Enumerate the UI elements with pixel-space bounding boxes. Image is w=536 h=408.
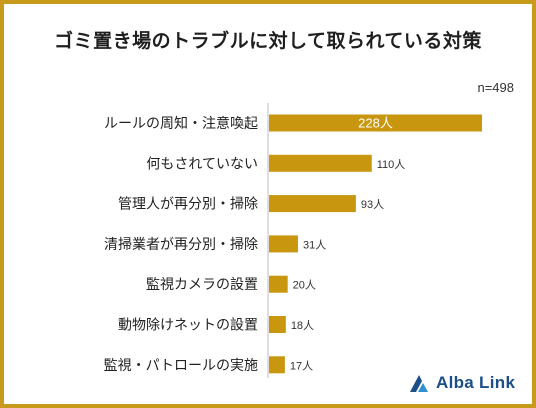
bar [269, 316, 286, 333]
category-label: 管理人が再分別・掃除 [118, 196, 258, 213]
category-label: 何もされていない [146, 156, 258, 172]
bar-value-label: 17人 [290, 359, 313, 372]
brand-logo: Alba Link [408, 373, 515, 393]
category-label: 監視・パトロールの実施 [104, 357, 258, 374]
category-label: 動物除けネットの設置 [118, 318, 258, 334]
alba-link-logo-icon [410, 375, 428, 392]
bar-value-label: 31人 [303, 238, 326, 251]
chart-title: ゴミ置き場のトラブルに対して取られている対策 [54, 30, 482, 52]
bar-value-label: 18人 [291, 319, 314, 332]
bar-value-label: 93人 [361, 198, 384, 211]
brand-name: Alba Link [436, 373, 516, 392]
category-label: ルールの周知・注意喚起 [104, 115, 258, 132]
bar [269, 154, 372, 172]
bar-value-label: 20人 [293, 279, 316, 292]
bar [269, 195, 356, 213]
sample-size-label: n=498 [477, 80, 514, 95]
category-label: 清掃業者が再分別・掃除 [104, 236, 258, 253]
bar [269, 235, 298, 253]
bar-value-label: 228人 [358, 116, 393, 131]
category-label: 監視カメラの設置 [146, 276, 258, 293]
bar [269, 114, 482, 132]
bar [269, 356, 285, 374]
bar [269, 275, 288, 293]
bar-value-label: 110人 [377, 158, 406, 171]
